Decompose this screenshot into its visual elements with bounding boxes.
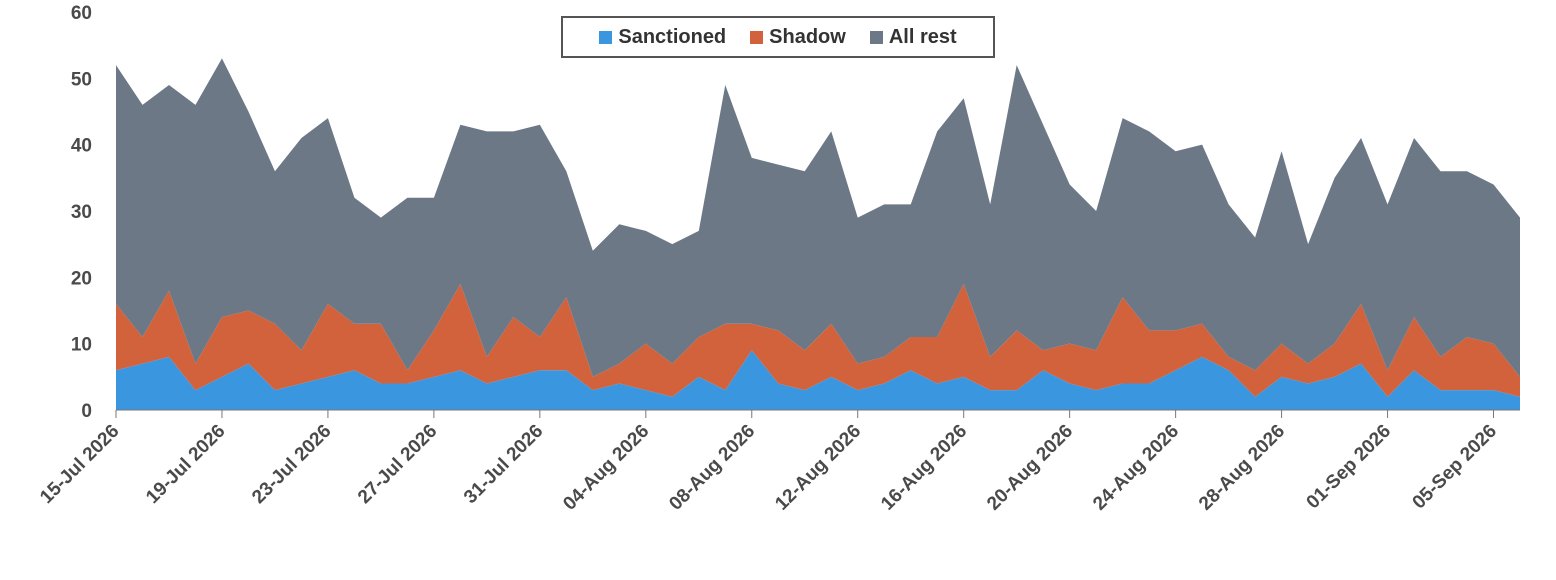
y-tick-label: 0: [81, 401, 92, 422]
legend-label-all-rest: All rest: [888, 25, 957, 48]
x-tick-label: 24-Aug 2026: [1089, 421, 1183, 515]
y-tick-label: 50: [71, 69, 92, 90]
legend-item-all-rest: All rest: [869, 25, 957, 49]
x-tick-label: 04-Aug 2026: [559, 421, 653, 515]
y-tick-label: 40: [71, 136, 92, 157]
legend-label-shadow: Shadow: [769, 25, 846, 48]
area-shadow: [116, 283, 1520, 397]
x-tick-label: 05-Sep 2026: [1409, 421, 1502, 514]
y-tick-label: 20: [71, 268, 92, 289]
area-sanctioned: [116, 350, 1520, 410]
x-tick-label: 16-Aug 2026: [877, 421, 971, 515]
legend-swatch-sanctioned: [599, 30, 613, 44]
x-tick-label: 23-Jul 2026: [248, 421, 335, 508]
y-tick-label: 10: [71, 335, 92, 356]
legend-swatch-all-rest: [869, 30, 883, 44]
legend-item-shadow: Shadow: [750, 26, 846, 49]
x-tick-label: 08-Aug 2026: [665, 421, 759, 515]
x-axis: 15-Jul 2026 19-Jul 2026 23-Jul 2026 27-Jul …: [36, 409, 1520, 515]
x-tick-label: 27-Jul 2026: [354, 421, 441, 508]
legend-item-sanctioned: Sanctioned: [599, 26, 726, 49]
x-tick-label: 20-Aug 2026: [983, 421, 1077, 515]
y-tick-label: 60: [71, 3, 92, 24]
legend-swatch-shadow: [750, 30, 764, 44]
x-tick-label: 28-Aug 2026: [1195, 421, 1289, 515]
area-layers: [116, 58, 1520, 410]
x-tick-label: 15-Jul 2026: [36, 421, 123, 508]
y-tick-label: 30: [71, 202, 92, 223]
legend-label-sanctioned: Sanctioned: [618, 25, 727, 48]
area-all-rest: [116, 58, 1520, 377]
x-tick-label: 01-Sep 2026: [1303, 421, 1396, 514]
x-tick-label: 12-Aug 2026: [771, 421, 865, 515]
y-axis: 0 10 20 30 40 50 60: [71, 3, 92, 422]
x-tick-label: 31-Jul 2026: [460, 421, 547, 508]
x-tick-label: 19-Jul 2026: [142, 421, 229, 508]
legend: Sanctioned Shadow All rest: [561, 16, 995, 58]
